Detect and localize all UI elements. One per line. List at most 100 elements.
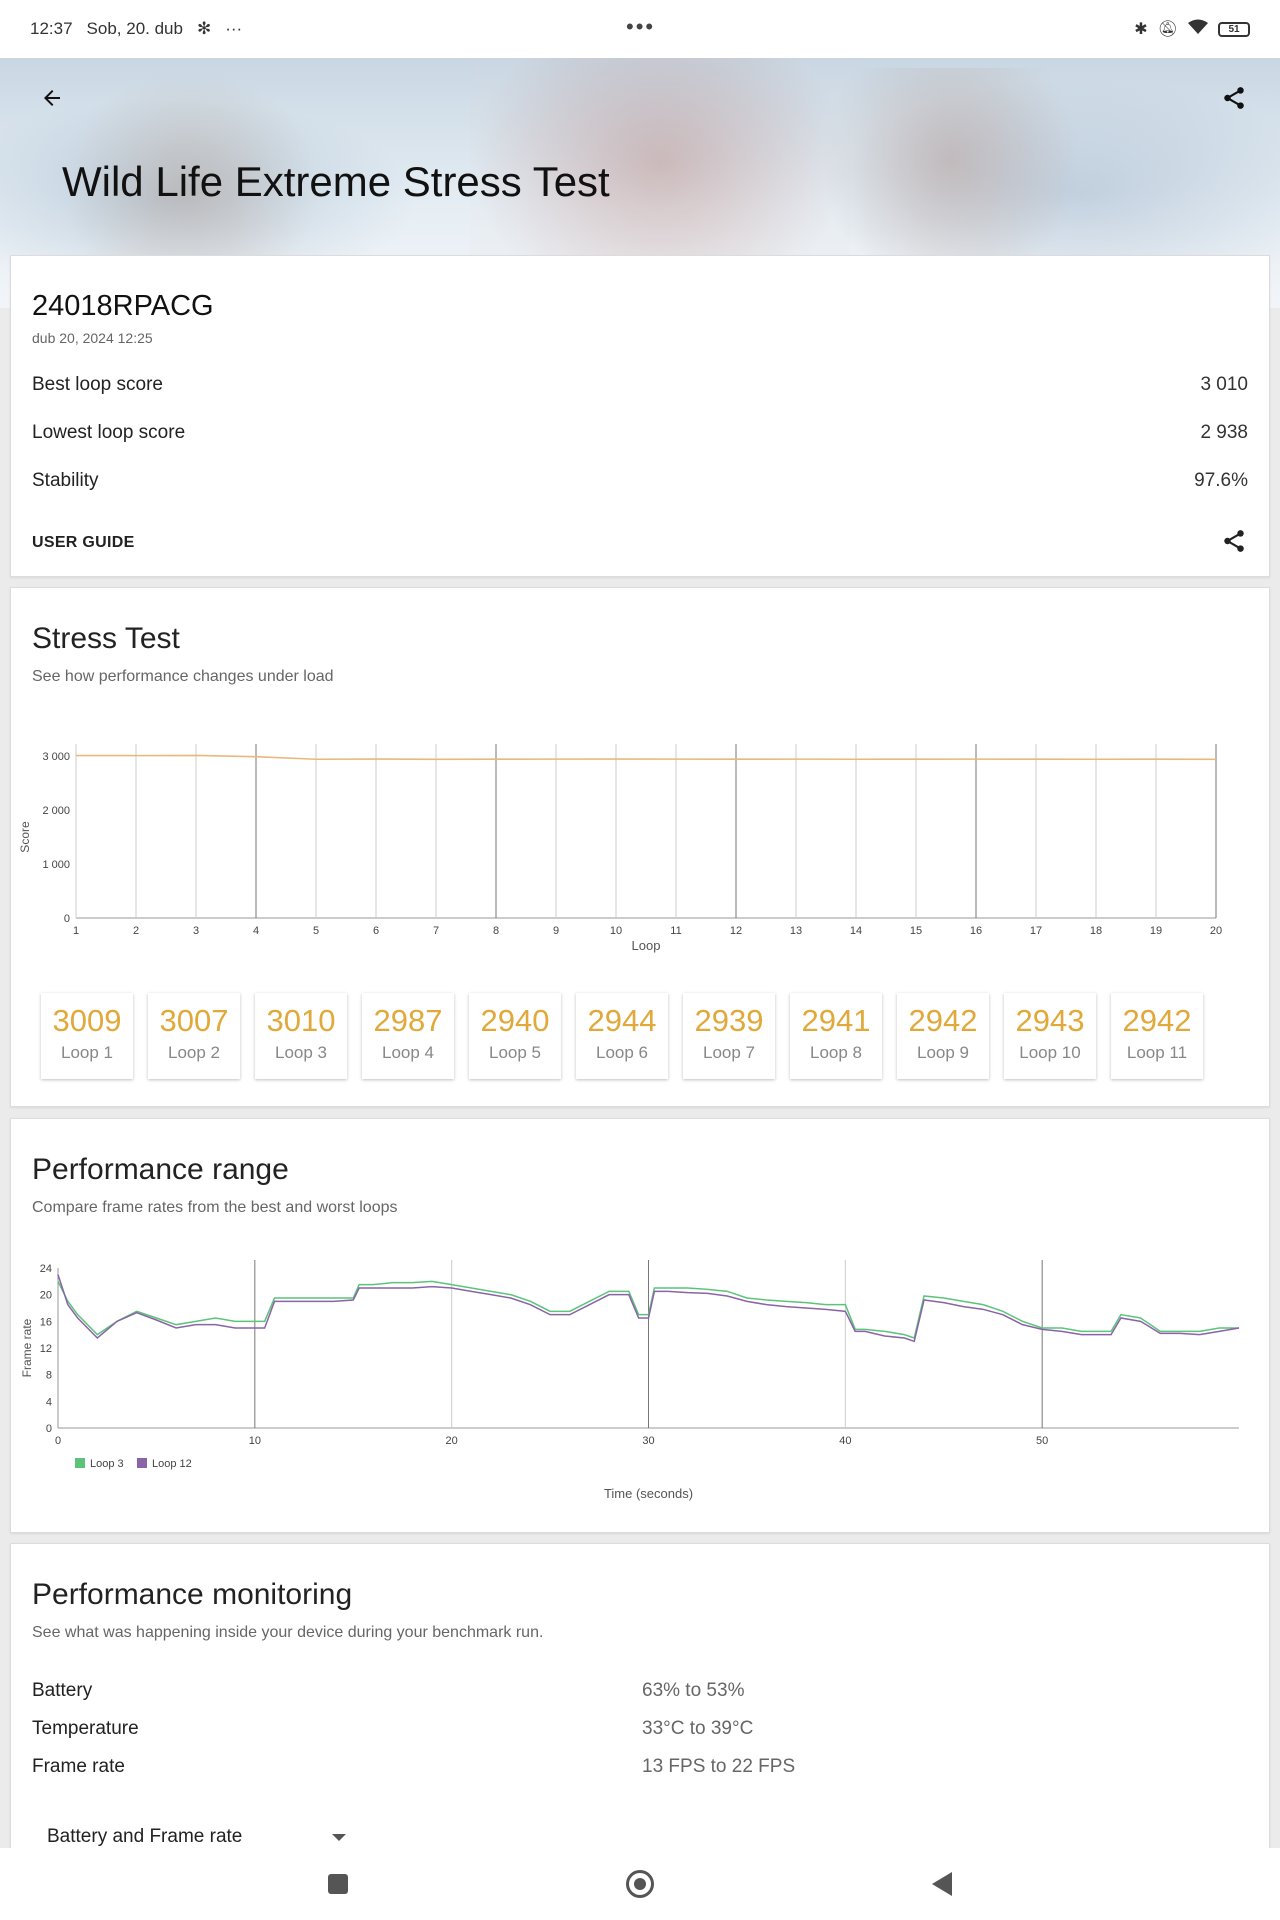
loop-score: 3009 <box>52 1003 122 1038</box>
battery-icon: 51 <box>1218 21 1250 37</box>
x-tick-label: 15 <box>910 925 922 937</box>
loop-label: Loop 2 <box>168 1043 220 1062</box>
row-value: 63% to 53% <box>642 1680 745 1701</box>
loop-score-box[interactable]: 2939 Loop 7 <box>683 993 775 1079</box>
row-label: Temperature <box>32 1718 139 1739</box>
page-title: Wild Life Extreme Stress Test <box>62 158 610 205</box>
row-label: Lowest loop score <box>32 422 186 443</box>
row-label: Best loop score <box>32 374 163 395</box>
back-arrow-icon[interactable] <box>32 78 72 118</box>
x-tick-label: 3 <box>193 925 199 937</box>
user-guide-link[interactable]: USER GUIDE <box>32 534 135 551</box>
y-tick-label: 8 <box>46 1370 52 1382</box>
loop-score: 2943 <box>1015 1003 1085 1038</box>
x-tick-label: 5 <box>313 925 319 937</box>
x-tick-label: 20 <box>446 1435 458 1447</box>
x-tick-label: 10 <box>610 925 622 937</box>
legend-label: Loop 12 <box>152 1458 192 1470</box>
loop-score-box[interactable]: 3009 Loop 1 <box>41 993 133 1079</box>
loop-label: Loop 4 <box>382 1043 434 1062</box>
loop-score: 2987 <box>373 1003 443 1038</box>
x-tick-label: 40 <box>839 1435 851 1447</box>
loop-score-box[interactable]: 2940 Loop 5 <box>469 993 561 1079</box>
fps-series-line <box>57 1274 1240 1343</box>
section-subtitle: See how performance changes under load <box>32 668 334 685</box>
x-tick-label: 10 <box>249 1435 261 1447</box>
loop-score-box[interactable]: 2942 Loop 9 <box>897 993 989 1079</box>
y-tick-label: 1 000 <box>42 859 70 871</box>
frame-rate-chart: 0 10 20 30 40 50 0 4 8 12 16 20 24 Frame rate Time (se… <box>20 1260 1240 1501</box>
row-label: Frame rate <box>32 1756 125 1777</box>
x-tick-label: 19 <box>1150 925 1162 937</box>
loop-label: Loop 6 <box>596 1043 648 1062</box>
loop-score-box[interactable]: 2941 Loop 8 <box>790 993 882 1079</box>
y-tick-label: 2 000 <box>42 805 70 817</box>
window-menu-dots[interactable]: ••• <box>626 14 656 39</box>
y-tick-label: 16 <box>40 1316 52 1328</box>
legend-swatch <box>137 1458 147 1468</box>
x-tick-label: 1 <box>73 925 79 937</box>
status-bar: 12:37 Sob, 20. dub ✻ ··· ••• ✱ 🔕︎ 51 <box>0 0 1280 58</box>
back-button[interactable] <box>932 1872 952 1896</box>
status-more: ··· <box>225 19 243 38</box>
row-value: 13 FPS to 22 FPS <box>642 1756 796 1777</box>
loop-score-box[interactable]: 2943 Loop 10 <box>1004 993 1096 1079</box>
x-tick-label: 6 <box>373 925 379 937</box>
home-button[interactable] <box>626 1870 654 1898</box>
loop-label: Loop 1 <box>61 1043 113 1062</box>
y-tick-label: 3 000 <box>42 751 70 763</box>
row-value: 3 010 <box>1200 374 1248 395</box>
fan-icon: ✻ <box>196 19 212 38</box>
loop-label: Loop 11 <box>1126 1043 1188 1062</box>
x-tick-label: 4 <box>253 925 259 937</box>
loop-score-box[interactable]: 2942 Loop 11 <box>1111 993 1203 1079</box>
recents-button[interactable] <box>328 1874 348 1894</box>
y-tick-label: 0 <box>46 1423 52 1435</box>
x-tick-label: 11 <box>670 925 681 937</box>
x-tick-label: 14 <box>850 925 862 937</box>
loop-score-box[interactable]: 3010 Loop 3 <box>255 993 347 1079</box>
loop-label: Loop 8 <box>810 1043 862 1062</box>
legend-label: Loop 3 <box>90 1458 124 1470</box>
status-date: Sob, 20. dub <box>86 19 183 38</box>
performance-range-card: Performance range Compare frame rates fr… <box>10 1118 1270 1533</box>
score-series-line <box>75 754 1217 761</box>
share-icon[interactable] <box>1221 528 1247 559</box>
loop-score-box[interactable]: 3007 Loop 2 <box>148 993 240 1079</box>
chart-type-dropdown[interactable]: Battery and Frame rate <box>47 1826 347 1848</box>
section-subtitle: Compare frame rates from the best and wo… <box>32 1199 398 1216</box>
loop-label: Loop 3 <box>275 1043 327 1062</box>
dropdown-caret-icon <box>332 1833 347 1841</box>
loop-score-list: 3009 Loop 1 3007 Loop 2 3010 Loop 3 2987 Loop 4… <box>41 993 1203 1079</box>
loop-score-box[interactable]: 2987 Loop 4 <box>362 993 454 1079</box>
x-tick-label: 0 <box>55 1435 61 1447</box>
share-icon[interactable] <box>1214 78 1254 118</box>
x-tick-label: 7 <box>433 925 439 937</box>
x-tick-label: 18 <box>1090 925 1102 937</box>
x-axis-label: Loop <box>632 938 661 953</box>
y-tick-label: 12 <box>40 1343 52 1355</box>
x-tick-label: 9 <box>553 925 559 937</box>
system-nav-bar <box>0 1848 1280 1920</box>
y-tick-label: 20 <box>40 1290 52 1302</box>
loop-score: 2942 <box>908 1003 978 1038</box>
loop-score-box[interactable]: 2944 Loop 6 <box>576 993 668 1079</box>
section-title: Performance monitoring <box>32 1578 353 1611</box>
summary-row-lowest: Lowest loop score 2 938 <box>32 422 1248 444</box>
section-title: Performance range <box>32 1153 289 1186</box>
row-value: 33°C to 39°C <box>642 1718 754 1739</box>
x-tick-label: 13 <box>790 925 802 937</box>
summary-row-stability: Stability 97.6% <box>32 470 1248 492</box>
stress-test-card: Stress Test See how performance changes … <box>10 587 1270 1107</box>
mute-bell-icon: 🔕︎ <box>1157 21 1178 38</box>
wifi-icon <box>1188 19 1208 40</box>
loop-label: Loop 9 <box>917 1043 969 1062</box>
y-axis-label: Score <box>18 821 32 853</box>
x-tick-label: 16 <box>970 925 982 937</box>
run-date: dub 20, 2024 12:25 <box>32 330 153 346</box>
performance-monitoring-card: Performance monitoring See what was happ… <box>10 1543 1270 1863</box>
bluetooth-icon: ✱ <box>1134 21 1148 38</box>
section-title: Stress Test <box>32 622 180 655</box>
y-axis-label: Frame rate <box>20 1318 34 1377</box>
